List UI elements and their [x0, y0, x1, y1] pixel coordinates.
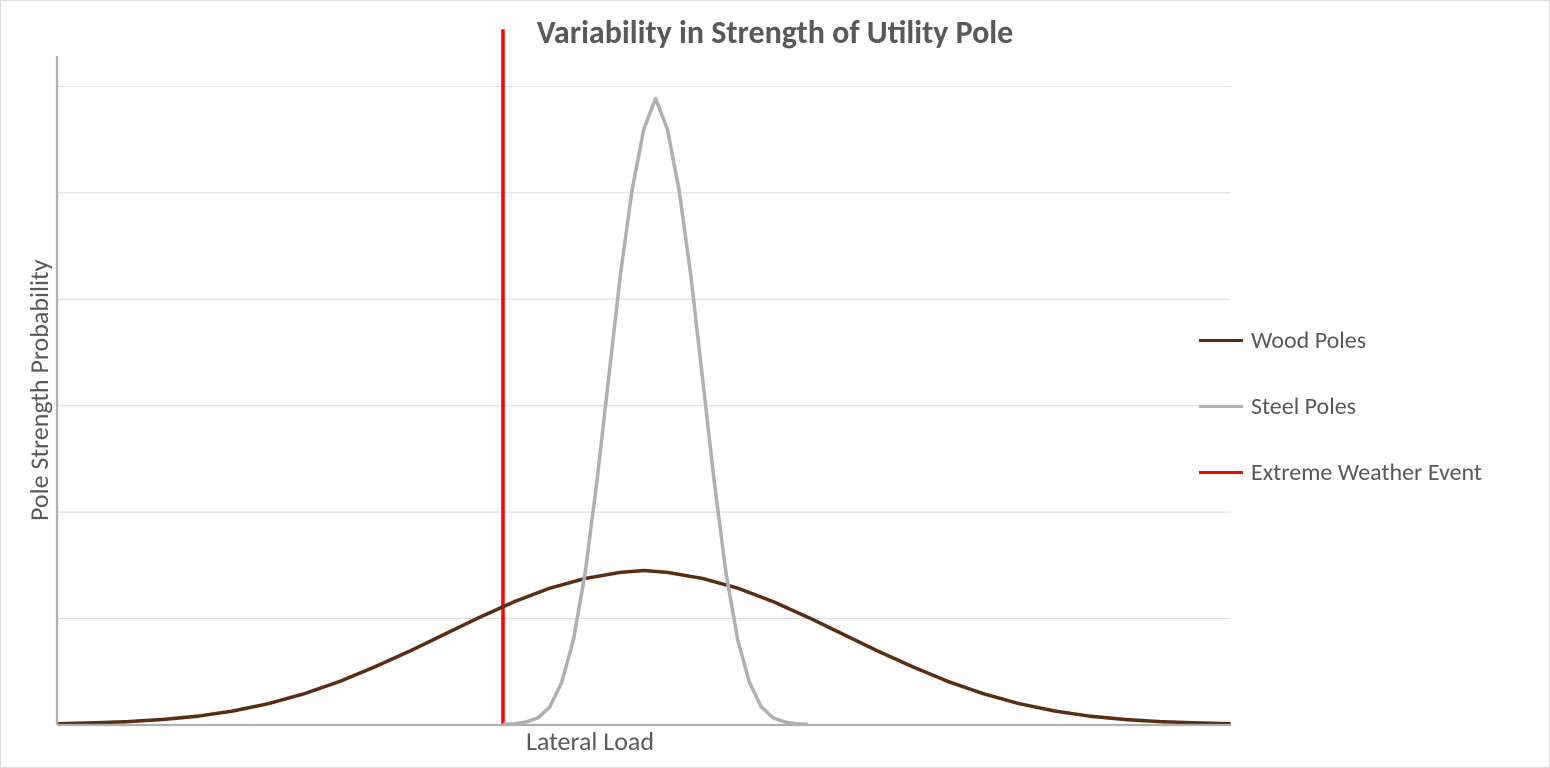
x-axis-label: Lateral Load	[21, 725, 1159, 757]
legend: Wood Poles Steel Poles Extreme Weather Eve…	[1199, 56, 1529, 757]
legend-swatch	[1199, 405, 1243, 408]
legend-label: Steel Poles	[1251, 392, 1356, 422]
chart-svg	[57, 56, 1231, 725]
legend-label: Wood Poles	[1251, 326, 1366, 356]
chart-container: Variability in Strength of Utility Pole …	[0, 0, 1550, 768]
legend-item: Steel Poles	[1199, 392, 1529, 422]
legend-item: Wood Poles	[1199, 326, 1529, 356]
y-axis-label: Pole Strength Probability	[21, 56, 57, 725]
chart-body: Pole Strength Probability Lateral Load W…	[21, 56, 1529, 757]
chart-yaxis-plot: Pole Strength Probability	[21, 56, 1159, 725]
legend-swatch	[1199, 471, 1243, 474]
legend-label: Extreme Weather Event	[1251, 458, 1482, 488]
chart-plot-wrap: Pole Strength Probability Lateral Load	[21, 56, 1159, 757]
legend-swatch	[1199, 339, 1243, 342]
chart-title: Variability in Strength of Utility Pole	[21, 13, 1529, 52]
legend-item: Extreme Weather Event	[1199, 458, 1529, 488]
